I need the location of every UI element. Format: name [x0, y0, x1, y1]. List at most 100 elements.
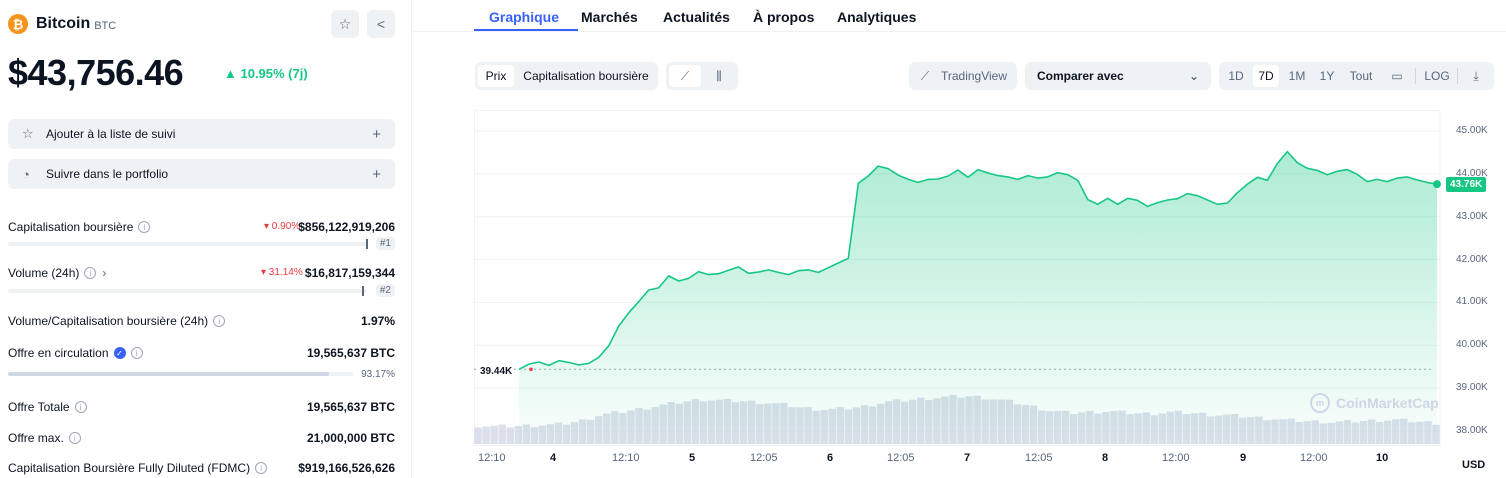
fdmc-value: $919,166,526,626 [298, 461, 395, 475]
divider [1457, 68, 1458, 84]
start-price-label: 39.44K [478, 366, 515, 377]
line-chart-icon[interactable]: ⟋ [669, 65, 701, 87]
coin-symbol: BTC [94, 19, 117, 32]
info-icon[interactable]: i [213, 315, 226, 327]
stat-label: Volume/Capitalisation boursière (24h) i [8, 314, 226, 328]
share-icon[interactable]: < [367, 10, 395, 38]
stat-volume-mcap: Volume/Capitalisation boursière (24h) i 1… [8, 314, 395, 330]
chevron-right-icon[interactable]: › [102, 266, 107, 280]
market-cap-toggle[interactable]: Capitalisation boursière [523, 69, 649, 83]
circulating-progress-fill [8, 372, 330, 376]
coin-header: ₿ Bitcoin BTC [8, 14, 116, 34]
info-icon[interactable]: i [138, 221, 151, 233]
tab-a-propos[interactable]: À propos [753, 9, 815, 25]
stat-max-supply: Offre max. i 21,000,000 BTC [8, 431, 395, 447]
y-tick-label: 42.00K [1456, 253, 1488, 265]
circulating-label: Offre en circulation [8, 346, 109, 360]
volume-rank: #2 [375, 284, 395, 297]
stat-label: Volume (24h) i › [8, 266, 106, 280]
volume-bar [490, 425, 498, 444]
compare-label: Comparer avec [1037, 69, 1124, 83]
volume-bar [498, 424, 506, 444]
chart-mode-toggle: Prix Capitalisation boursière [475, 62, 658, 90]
candlestick-icon[interactable]: ⫼ [716, 68, 722, 83]
range-1d[interactable]: 1D [1228, 69, 1244, 83]
market-cap-marker [366, 239, 368, 249]
portfolio-icon: ◔ [22, 166, 30, 182]
stat-label: Offre en circulation ✓ i [8, 346, 143, 360]
coin-panel: ₿ Bitcoin BTC ☆ < $43,756.46 ▲ 10.95% (7… [0, 0, 412, 478]
tradingview-button[interactable]: ⟋ TradingView [909, 62, 1017, 90]
coin-price: $43,756.46 [8, 52, 184, 93]
price-line [518, 150, 1438, 371]
vol-mcap-value: 1.97% [360, 314, 395, 328]
volume-marker [362, 286, 364, 296]
total-supply-label: Offre Totale [8, 400, 70, 414]
x-tick-label: 10 [1376, 452, 1389, 464]
volume-bar [8, 289, 366, 293]
x-tick-label: 12:00 [1162, 452, 1190, 464]
y-tick-label: 39.00K [1456, 382, 1488, 394]
max-supply-label: Offre max. [8, 431, 64, 445]
portfolio-label: Suivre dans le portfolio [46, 167, 169, 181]
info-icon[interactable]: i [74, 401, 87, 413]
info-icon[interactable]: i [130, 347, 143, 359]
divider [1415, 68, 1416, 84]
star-outline-icon: ☆ [22, 126, 34, 141]
total-supply-value: 19,565,637 BTC [306, 400, 395, 414]
tab-graphique[interactable]: Graphique [489, 9, 560, 25]
range-1m[interactable]: 1M [1288, 69, 1306, 83]
chevron-down-icon: ⌄ [1188, 69, 1199, 83]
stat-label: Capitalisation boursière i [8, 220, 151, 234]
price-area [519, 151, 1437, 444]
tabs-divider [413, 31, 1506, 32]
time-range-toggle: 1D 7D 1M 1Y Tout ▭ LOG ⤓ [1219, 62, 1494, 90]
volume-value: $16,817,159,344 [304, 266, 395, 280]
range-all[interactable]: Tout [1349, 69, 1373, 83]
fdmc-label: Capitalisation Boursière Fully Diluted (… [8, 461, 251, 475]
stat-fdmc: Capitalisation Boursière Fully Diluted (… [8, 461, 395, 477]
start-marker [529, 367, 533, 372]
x-tick-label: 9 [1240, 452, 1247, 464]
info-icon[interactable]: i [68, 432, 81, 444]
tab-marches[interactable]: Marchés [581, 9, 638, 25]
stat-label: Capitalisation Boursière Fully Diluted (… [8, 461, 268, 475]
log-toggle[interactable]: LOG [1424, 69, 1450, 83]
vol-mcap-label: Volume/Capitalisation boursière (24h) [8, 314, 209, 328]
y-tick-label: 43.00K [1456, 210, 1488, 222]
info-icon[interactable]: i [255, 462, 268, 474]
x-tick-label: 12:05 [887, 452, 915, 464]
y-tick-label: 40.00K [1456, 339, 1488, 351]
x-tick-label: 12:10 [612, 452, 640, 464]
calendar-icon[interactable]: ▭ [1391, 69, 1403, 83]
tab-actualites[interactable]: Actualités [663, 9, 730, 25]
volume-bar [482, 426, 490, 444]
tradingview-icon: ⟋ [920, 68, 930, 83]
watermark-text: CoinMarketCap [1336, 395, 1439, 411]
x-tick-label: 12:10 [478, 452, 506, 464]
star-icon[interactable]: ☆ [331, 10, 359, 38]
x-tick-label: 4 [550, 452, 557, 464]
y-tick-label: 45.00K [1456, 125, 1488, 136]
watchlist-label: Ajouter à la liste de suivi [46, 127, 176, 141]
tradingview-label: TradingView [940, 69, 1008, 83]
track-portfolio-button[interactable]: ◔ Suivre dans le portfolio + [8, 159, 395, 189]
price-chart[interactable] [474, 110, 1446, 446]
verified-check-icon: ✓ [113, 347, 126, 359]
download-icon[interactable]: ⤓ [1473, 68, 1479, 83]
y-tick-label: 41.00K [1456, 296, 1488, 308]
range-1y[interactable]: 1Y [1319, 69, 1335, 83]
circulating-value: 19,565,637 BTC [306, 346, 395, 360]
stat-circulating-supply: Offre en circulation ✓ i 19,565,637 BTC 93… [8, 346, 395, 382]
chart-frame [474, 110, 1441, 446]
compare-dropdown[interactable]: Comparer avec ⌄ [1025, 62, 1211, 90]
chart-type-toggle: ⟋ ⫼ [666, 62, 738, 90]
market-cap-bar [8, 242, 368, 246]
range-7d[interactable]: 7D [1253, 65, 1279, 87]
tab-analytiques[interactable]: Analytiques [837, 9, 917, 25]
add-to-watchlist-button[interactable]: ☆ Ajouter à la liste de suivi + [8, 119, 395, 149]
volume-label: Volume (24h) [8, 266, 80, 280]
currency-label: USD [1462, 459, 1486, 471]
prix-toggle[interactable]: Prix [478, 65, 514, 87]
info-icon[interactable]: i [84, 267, 97, 279]
